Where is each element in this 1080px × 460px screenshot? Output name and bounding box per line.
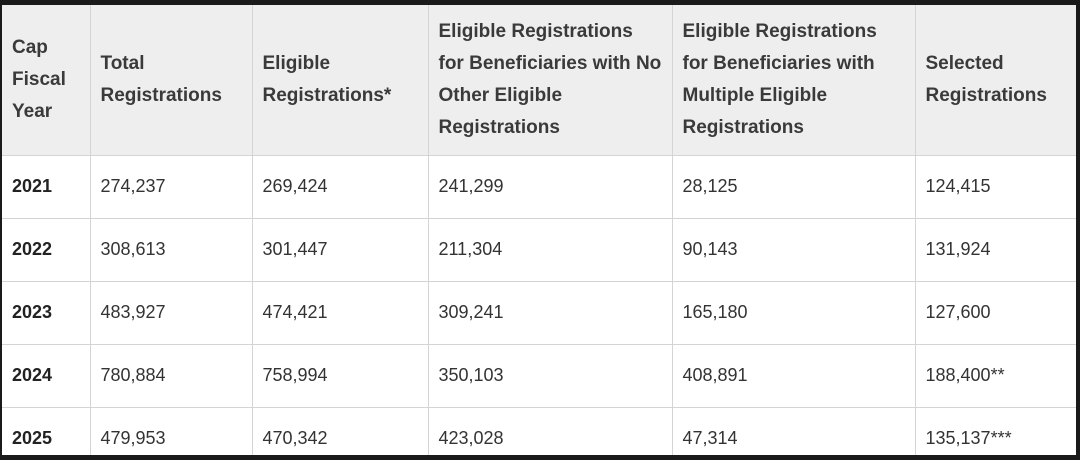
cell-total: 308,613	[89, 217, 253, 282]
table-header: Cap Fiscal Year Total Registrations Elig…	[2, 5, 1076, 156]
table-row: 2023 483,927 474,421 309,241 165,180 127…	[2, 280, 1076, 345]
cell-selected: 131,924	[914, 217, 1076, 282]
header-cap-fiscal-year: Cap Fiscal Year	[2, 5, 91, 156]
table-row: 2021 274,237 269,424 241,299 28,125 124,…	[2, 154, 1076, 219]
cell-eligible: 474,421	[251, 280, 429, 345]
cell-eligible-multiple: 28,125	[671, 154, 916, 219]
cell-eligible: 301,447	[251, 217, 429, 282]
header-selected-registrations: Selected Registrations	[914, 5, 1076, 156]
cell-year: 2021	[2, 154, 91, 219]
cell-eligible-no-other: 241,299	[427, 154, 673, 219]
header-eligible-registrations: Eligible Registrations*	[251, 5, 429, 156]
registrations-table-container: Cap Fiscal Year Total Registrations Elig…	[2, 5, 1076, 455]
cell-eligible-multiple: 165,180	[671, 280, 916, 345]
cell-total: 483,927	[89, 280, 253, 345]
table-row: 2022 308,613 301,447 211,304 90,143 131,…	[2, 217, 1076, 282]
cell-eligible: 758,994	[251, 343, 429, 408]
header-total-registrations: Total Registrations	[89, 5, 253, 156]
cell-year: 2023	[2, 280, 91, 345]
table-row: 2025 479,953 470,342 423,028 47,314 135,…	[2, 406, 1076, 455]
registrations-table: Cap Fiscal Year Total Registrations Elig…	[2, 5, 1076, 455]
cell-eligible-no-other: 309,241	[427, 280, 673, 345]
cell-total: 479,953	[89, 406, 253, 455]
cell-year: 2022	[2, 217, 91, 282]
cell-total: 780,884	[89, 343, 253, 408]
cell-eligible-no-other: 350,103	[427, 343, 673, 408]
cell-year: 2025	[2, 406, 91, 455]
cell-selected: 124,415	[914, 154, 1076, 219]
cell-eligible: 269,424	[251, 154, 429, 219]
cell-selected: 127,600	[914, 280, 1076, 345]
cell-eligible-multiple: 47,314	[671, 406, 916, 455]
cell-eligible-multiple: 90,143	[671, 217, 916, 282]
cell-eligible-multiple: 408,891	[671, 343, 916, 408]
cell-selected: 135,137***	[914, 406, 1076, 455]
header-eligible-no-other: Eligible Registrations for Beneficiaries…	[427, 5, 673, 156]
cell-eligible-no-other: 211,304	[427, 217, 673, 282]
cell-total: 274,237	[89, 154, 253, 219]
cell-selected: 188,400**	[914, 343, 1076, 408]
header-row: Cap Fiscal Year Total Registrations Elig…	[2, 5, 1076, 156]
table-body: 2021 274,237 269,424 241,299 28,125 124,…	[2, 154, 1076, 455]
table-row: 2024 780,884 758,994 350,103 408,891 188…	[2, 343, 1076, 408]
cell-year: 2024	[2, 343, 91, 408]
header-eligible-multiple: Eligible Registrations for Beneficiaries…	[671, 5, 916, 156]
cell-eligible: 470,342	[251, 406, 429, 455]
cell-eligible-no-other: 423,028	[427, 406, 673, 455]
